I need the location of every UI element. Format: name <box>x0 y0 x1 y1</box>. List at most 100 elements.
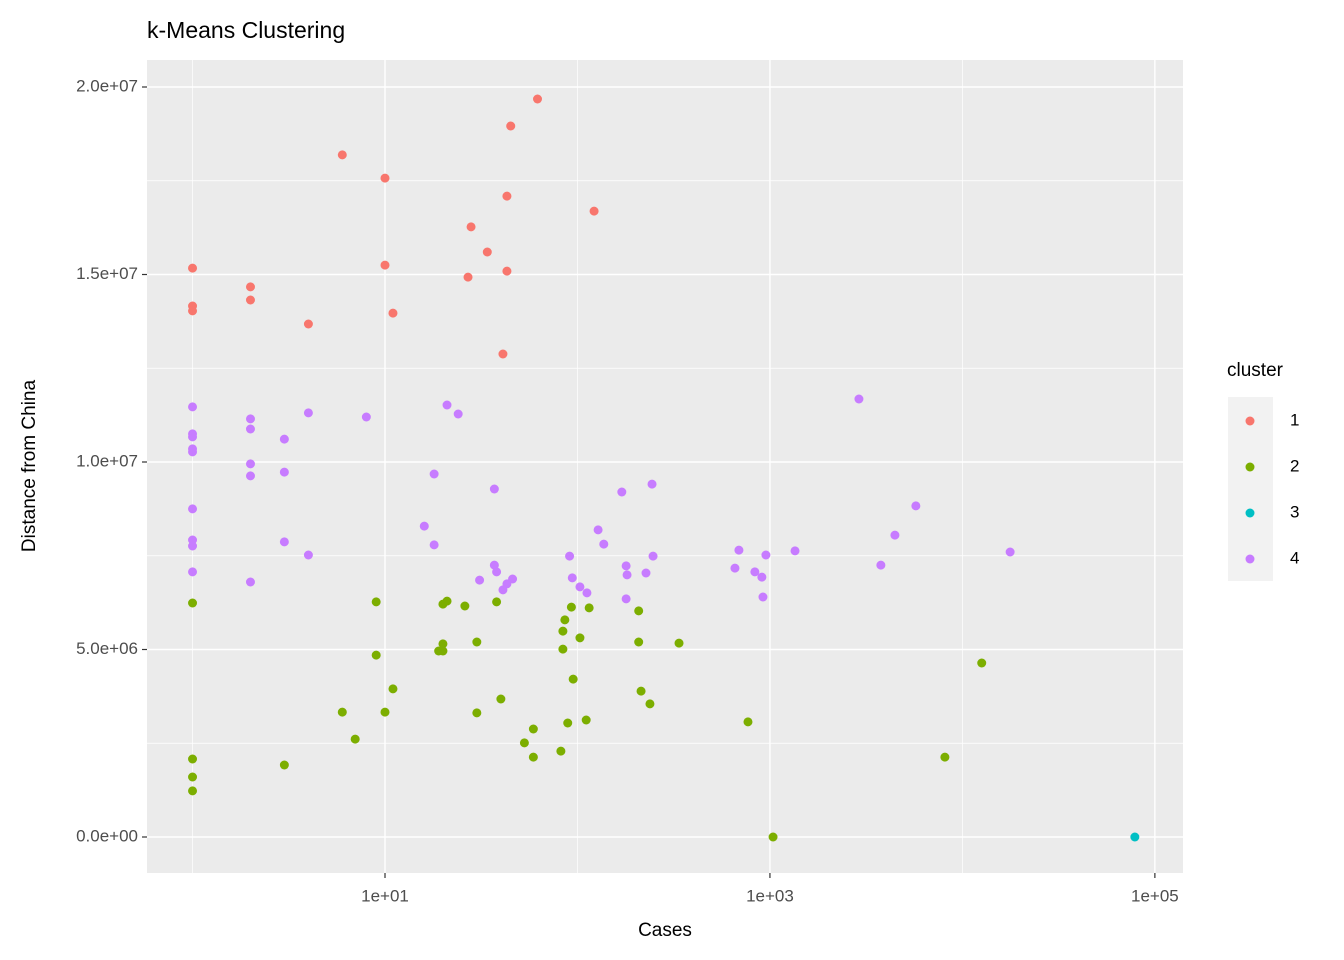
scatter-point <box>460 601 470 611</box>
scatter-point <box>584 603 594 613</box>
chart-title: k-Means Clustering <box>147 17 345 43</box>
scatter-point <box>636 686 646 696</box>
scatter-point <box>617 487 627 497</box>
scatter-point <box>565 551 575 561</box>
scatter-point <box>380 260 390 270</box>
legend-label: 1 <box>1290 410 1299 429</box>
grid <box>147 60 1183 873</box>
scatter-point <box>188 504 198 514</box>
scatter-point <box>279 537 289 547</box>
scatter-point <box>472 708 482 718</box>
scatter-point <box>581 715 591 725</box>
scatter-point <box>188 786 198 796</box>
scatter-point <box>502 266 512 276</box>
x-tick-label: 1e+03 <box>746 886 794 905</box>
scatter-point <box>506 121 516 131</box>
scatter-point <box>245 414 255 424</box>
scatter-point <box>492 597 502 607</box>
scatter-point <box>188 306 198 316</box>
scatter-point <box>743 717 753 727</box>
scatter-point <box>599 539 609 549</box>
scatter-point <box>854 394 864 404</box>
scatter-point <box>567 573 577 583</box>
scatter-point <box>303 319 313 329</box>
scatter-point <box>388 308 398 318</box>
scatter-point <box>492 567 502 577</box>
scatter-point <box>533 94 543 104</box>
scatter-point <box>188 447 198 457</box>
scatter-point <box>245 459 255 469</box>
scatter-point <box>279 467 289 477</box>
scatter-point <box>475 575 485 585</box>
scatter-point <box>188 432 198 442</box>
y-tick-label: 0.0e+00 <box>76 826 138 845</box>
scatter-point <box>279 434 289 444</box>
y-tick-label: 1.5e+07 <box>76 264 138 283</box>
scatter-point <box>371 650 381 660</box>
scatter-point <box>876 560 886 570</box>
scatter-point <box>496 694 506 704</box>
scatter-point <box>380 707 390 717</box>
y-tick-label: 2.0e+07 <box>76 76 138 95</box>
y-tick-label: 5.0e+06 <box>76 639 138 658</box>
scatter-point <box>380 173 390 183</box>
scatter-point <box>1130 832 1140 842</box>
scatter-point <box>750 567 760 577</box>
scatter-point <box>245 282 255 292</box>
scatter-point <box>442 400 452 410</box>
scatter-point <box>350 734 360 744</box>
scatter-point <box>489 484 499 494</box>
points <box>188 94 1140 842</box>
scatter-point <box>337 150 347 160</box>
scatter-point <box>442 596 452 606</box>
legend-label: 2 <box>1290 456 1299 475</box>
scatter-point <box>575 633 585 643</box>
scatter-point <box>558 626 568 636</box>
scatter-point <box>674 638 684 648</box>
y-axis-title: Distance from China <box>19 380 40 553</box>
scatter-point <box>758 592 768 602</box>
scatter-point <box>498 349 508 359</box>
scatter-point <box>593 525 603 535</box>
scatter-point <box>429 540 439 550</box>
scatter-point <box>463 272 473 282</box>
scatter-point <box>188 402 198 412</box>
scatter-point <box>303 550 313 560</box>
scatter-point <box>419 521 429 531</box>
scatter-point <box>303 408 313 418</box>
scatter-point <box>245 471 255 481</box>
scatter-point <box>245 295 255 305</box>
scatter-point <box>761 550 771 560</box>
scatter-point <box>466 222 476 232</box>
legend-key <box>1245 554 1255 564</box>
scatter-point <box>768 832 778 842</box>
scatter-point <box>188 263 198 273</box>
scatter-point <box>556 746 566 756</box>
panel <box>147 60 1183 873</box>
scatter-point <box>489 560 499 570</box>
scatter-point <box>245 577 255 587</box>
scatter-point <box>245 424 255 434</box>
scatter-point <box>188 772 198 782</box>
scatter-point <box>438 646 448 656</box>
scatter-point <box>940 752 950 762</box>
legend-key-background <box>1228 397 1273 581</box>
scatter-point <box>648 551 658 561</box>
scatter-point <box>634 637 644 647</box>
scatter-point <box>453 409 463 419</box>
scatter-point <box>188 598 198 608</box>
scatter-point <box>1005 547 1015 557</box>
x-tick-label: 1e+05 <box>1131 886 1179 905</box>
scatter-point <box>438 639 448 649</box>
scatter-point <box>634 606 644 616</box>
legend-key <box>1245 416 1255 426</box>
scatter-point <box>647 479 657 489</box>
scatter-point <box>589 206 599 216</box>
scatter-point <box>566 602 576 612</box>
scatter-point <box>977 658 987 668</box>
scatter-point <box>508 574 518 584</box>
scatter-point <box>621 594 631 604</box>
scatter-point <box>890 530 900 540</box>
scatter-point <box>734 545 744 555</box>
